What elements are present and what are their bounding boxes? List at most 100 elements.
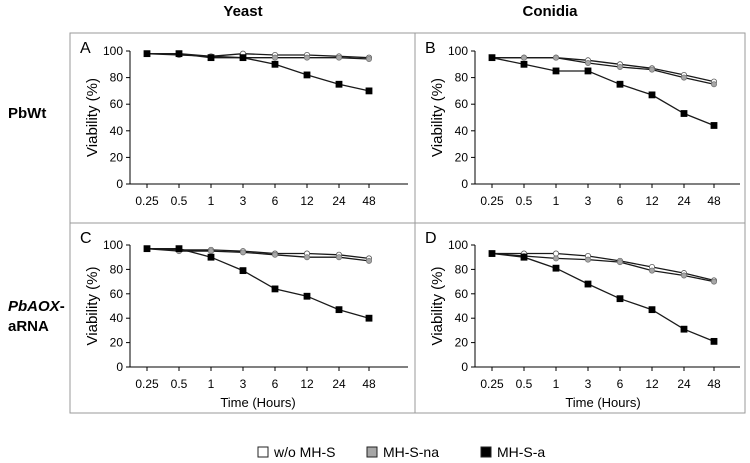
panel-letter: D: [425, 230, 437, 247]
data-point: [365, 257, 372, 264]
y-tick-label: 20: [455, 150, 469, 164]
row-label-pbaox-arna-line2: aRNA: [8, 318, 49, 335]
data-point: [552, 264, 560, 272]
x-tick-label: 0.5: [171, 194, 188, 208]
x-tick-label: 12: [645, 194, 659, 208]
legend-label: MH-S-a: [497, 444, 545, 460]
data-point: [680, 325, 688, 333]
data-point: [710, 337, 718, 345]
legend-swatch: [257, 446, 269, 458]
y-tick-label: 60: [110, 287, 124, 301]
y-tick-label: 40: [110, 124, 124, 138]
data-point: [710, 122, 718, 129]
x-tick-label: 6: [617, 194, 624, 208]
data-point: [335, 54, 342, 61]
row-label-pbwt: PbWt: [8, 105, 46, 122]
row-label-part: -: [60, 298, 65, 315]
x-axis-title: Time (Hours): [565, 395, 640, 410]
data-point: [365, 87, 373, 95]
x-tick-label: 12: [300, 194, 314, 208]
series-line-mh-s-a: [491, 57, 715, 127]
y-tick-label: 80: [110, 262, 124, 276]
series-line-mh-s-a: [147, 53, 370, 92]
panel-a: A 0 20 40 60 80 100 0.25 0.5 1 3 6 12 24 48 Viability (…: [80, 40, 408, 208]
x-tick-label: 0.25: [480, 194, 504, 208]
data-point: [681, 272, 688, 279]
row-label-part: PbWt: [8, 105, 46, 122]
y-axis-title: Viability (%): [429, 267, 446, 346]
x-tick-label: 0.25: [135, 377, 159, 391]
panel-b: B 0 20 40 60 80 100 0.25 0.5 1 3 6 12 24 48 Viability (…: [425, 40, 740, 208]
series-line-mh-s-na: [492, 57, 715, 85]
x-tick-label: 24: [677, 194, 691, 208]
x-tick-label: 3: [240, 377, 247, 391]
data-point: [648, 91, 656, 99]
x-tick-label: 1: [208, 377, 215, 391]
x-tick-label: 0.5: [171, 377, 188, 391]
x-tick-label: 3: [585, 194, 592, 208]
x-tick-label: 3: [240, 194, 247, 208]
data-point: [175, 50, 183, 58]
x-tick-label: 0.5: [516, 194, 533, 208]
x-tick-label: 3: [585, 377, 592, 391]
x-tick-label: 6: [617, 377, 624, 391]
panel-borders: [69, 32, 746, 414]
data-point: [488, 54, 496, 62]
data-point: [680, 110, 688, 117]
series-line-w-o-mh-s: [492, 252, 715, 282]
data-point: [207, 54, 215, 62]
data-point: [521, 54, 528, 61]
data-point: [553, 255, 560, 262]
data-point: [239, 54, 247, 62]
y-tick-label: 0: [461, 177, 468, 191]
series-line-mh-s-na: [146, 248, 370, 262]
x-tick-label: 6: [272, 194, 279, 208]
data-point: [335, 306, 343, 314]
data-point: [207, 253, 215, 261]
x-tick-label: 24: [332, 194, 346, 208]
data-point: [553, 250, 560, 257]
x-tick-label: 6: [272, 377, 279, 391]
legend-swatch: [366, 446, 378, 458]
row-labels: PbWt PbAOX- aRNA: [8, 105, 65, 335]
data-point: [617, 259, 624, 266]
x-tick-label: 48: [362, 194, 376, 208]
y-tick-label: 20: [110, 336, 124, 350]
y-tick-label: 80: [110, 71, 124, 85]
y-tick-label: 80: [455, 71, 469, 85]
x-tick-label: 1: [208, 194, 215, 208]
x-tick-label: 48: [362, 377, 376, 391]
x-tick-label: 0.25: [135, 194, 159, 208]
data-point: [520, 60, 528, 68]
y-tick-label: 100: [448, 238, 468, 252]
x-tick-label: 1: [553, 377, 560, 391]
y-tick-label: 60: [455, 287, 469, 301]
data-point: [271, 285, 279, 293]
header-row: Yeast Conidia: [223, 3, 578, 20]
data-point: [711, 278, 718, 285]
data-point: [239, 267, 247, 275]
row-label-pbaox-arna: PbAOX-: [8, 298, 65, 315]
y-tick-label: 100: [103, 44, 123, 58]
y-axis-title: Viability (%): [84, 78, 101, 157]
y-axis-title: Viability (%): [84, 267, 101, 346]
data-point: [271, 54, 278, 61]
column-header-conidia: Conidia: [523, 3, 579, 20]
data-point: [649, 66, 656, 73]
data-point: [303, 54, 310, 61]
data-point: [649, 267, 656, 274]
y-tick-label: 20: [455, 336, 469, 350]
panel-letter: C: [80, 230, 92, 247]
data-point: [616, 80, 624, 88]
legend-label: MH-S-na: [383, 444, 439, 460]
x-tick-label: 48: [707, 377, 721, 391]
panel-letter: A: [80, 40, 91, 57]
x-tick-label: 1: [553, 194, 560, 208]
x-tick-label: 0.5: [516, 377, 533, 391]
series-line-mh-s-a: [147, 248, 370, 319]
data-point: [303, 292, 311, 300]
data-point: [552, 67, 560, 75]
x-tick-label: 48: [707, 194, 721, 208]
row-label-part: PbAOX: [8, 298, 61, 315]
